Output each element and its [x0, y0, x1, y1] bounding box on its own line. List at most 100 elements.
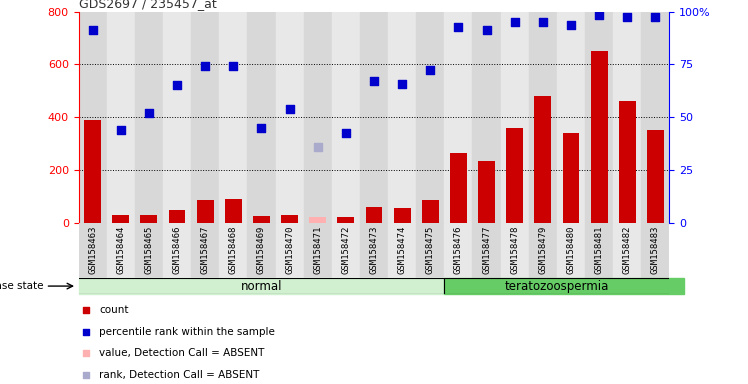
Bar [253, 216, 270, 223]
Bar [450, 153, 467, 223]
Bar [366, 207, 382, 223]
Point [114, 127, 126, 133]
Bar [337, 217, 355, 223]
Text: GSM158480: GSM158480 [566, 225, 575, 274]
Bar [557, 12, 585, 223]
Text: GSM158469: GSM158469 [257, 225, 266, 274]
Point [649, 14, 661, 20]
Bar [360, 12, 388, 223]
Text: GDS2697 / 235457_at: GDS2697 / 235457_at [79, 0, 216, 10]
Bar [529, 223, 557, 278]
Bar [248, 12, 275, 223]
Bar [107, 223, 135, 278]
Bar [219, 12, 248, 223]
Bar [562, 133, 580, 223]
Point [283, 106, 295, 112]
Bar [388, 12, 416, 223]
Text: GSM158482: GSM158482 [623, 225, 632, 274]
Text: disease state: disease state [0, 281, 43, 291]
Bar [79, 223, 107, 278]
Bar [422, 200, 439, 223]
Point [593, 12, 605, 18]
Bar [79, 12, 107, 223]
Text: GSM158467: GSM158467 [200, 225, 209, 274]
Text: GSM158466: GSM158466 [173, 225, 182, 274]
Point [480, 27, 492, 33]
Text: GSM158474: GSM158474 [398, 225, 407, 274]
Point [87, 27, 99, 33]
Text: GSM158481: GSM158481 [595, 225, 604, 274]
Point [171, 83, 183, 89]
Bar [332, 12, 360, 223]
Text: GSM158475: GSM158475 [426, 225, 435, 274]
Bar [529, 12, 557, 223]
Text: GSM158464: GSM158464 [116, 225, 125, 274]
Bar [388, 223, 416, 278]
Bar [332, 223, 360, 278]
Bar [534, 96, 551, 223]
Text: normal: normal [241, 280, 282, 293]
Bar [191, 12, 219, 223]
Point [453, 24, 465, 30]
Bar [281, 215, 298, 223]
Text: teratozoospermia: teratozoospermia [505, 280, 609, 293]
Bar [85, 120, 101, 223]
Point [432, 254, 444, 260]
Point [565, 22, 577, 28]
Bar [444, 223, 473, 278]
Point [340, 130, 352, 136]
Text: GSM158463: GSM158463 [88, 225, 97, 274]
Text: rank, Detection Call = ABSENT: rank, Detection Call = ABSENT [99, 370, 260, 380]
Point [622, 14, 634, 20]
Point [143, 110, 155, 116]
Bar [416, 12, 444, 223]
Text: GSM158472: GSM158472 [341, 225, 350, 274]
Bar [135, 223, 163, 278]
Bar [79, 278, 444, 294]
Point [537, 19, 549, 25]
Bar [473, 223, 500, 278]
Bar [500, 12, 529, 223]
Bar [473, 12, 500, 223]
Bar [647, 130, 663, 223]
Text: GSM158478: GSM158478 [510, 225, 519, 274]
Text: count: count [99, 305, 129, 315]
Bar [163, 12, 191, 223]
Point [227, 63, 239, 69]
Point [199, 63, 211, 69]
Bar [444, 278, 684, 294]
Text: GSM158470: GSM158470 [285, 225, 294, 274]
Point [432, 57, 444, 63]
Bar [478, 161, 495, 223]
Bar [225, 199, 242, 223]
Bar [641, 223, 669, 278]
Point [256, 124, 268, 131]
Bar [248, 223, 275, 278]
Bar [135, 12, 163, 223]
Text: GSM158471: GSM158471 [313, 225, 322, 274]
Bar [613, 223, 641, 278]
Bar [613, 12, 641, 223]
Bar [416, 223, 444, 278]
Bar [591, 51, 607, 223]
Point [368, 78, 380, 84]
Text: percentile rank within the sample: percentile rank within the sample [99, 327, 275, 337]
Text: GSM158476: GSM158476 [454, 225, 463, 274]
Bar [360, 223, 388, 278]
Bar [585, 12, 613, 223]
Text: value, Detection Call = ABSENT: value, Detection Call = ABSENT [99, 348, 265, 358]
Bar [163, 223, 191, 278]
Point [509, 19, 521, 25]
Bar [197, 200, 214, 223]
Bar [168, 210, 186, 223]
Text: GSM158477: GSM158477 [482, 225, 491, 274]
Point [424, 66, 436, 73]
Bar [585, 223, 613, 278]
Text: GSM158483: GSM158483 [651, 225, 660, 274]
Bar [304, 12, 332, 223]
Bar [393, 208, 411, 223]
Bar [557, 223, 585, 278]
Text: GSM158468: GSM158468 [229, 225, 238, 274]
Bar [304, 223, 332, 278]
Bar [191, 223, 219, 278]
